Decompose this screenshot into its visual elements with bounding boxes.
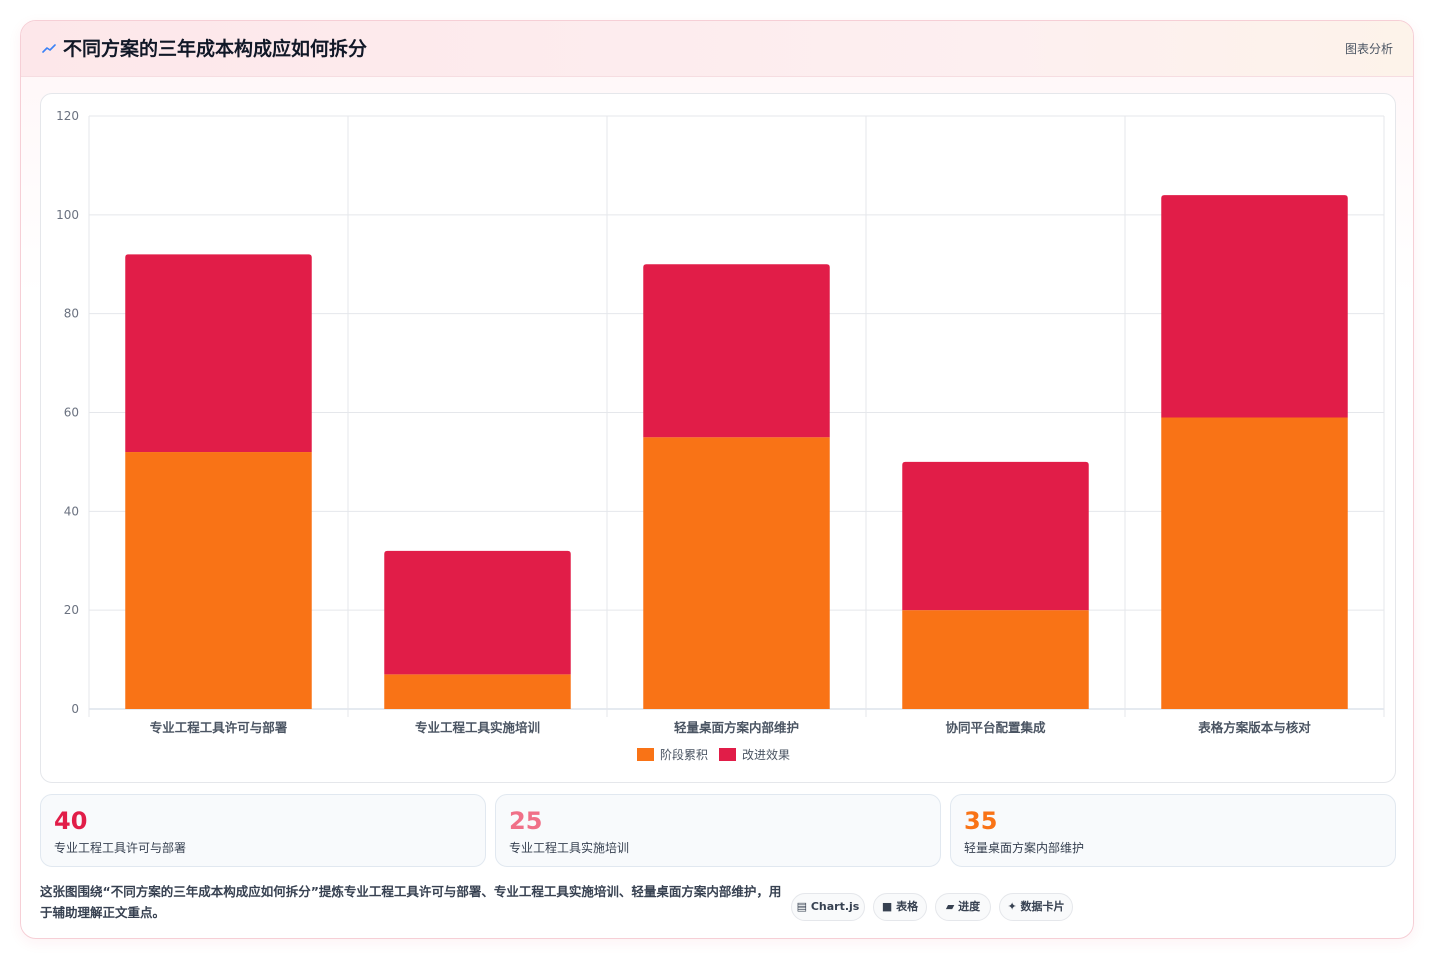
stat-card: 25 专业工程工具实施培训 [495, 794, 941, 867]
y-tick-label: 0 [71, 702, 79, 716]
legend-label: 改进效果 [742, 747, 790, 762]
legend-swatch [637, 748, 654, 761]
bar-segment [1161, 195, 1348, 418]
x-tick-label: 专业工程工具实施培训 [415, 720, 540, 735]
x-tick-label: 协同平台配置集成 [945, 720, 1046, 735]
card-header: 不同方案的三年成本构成应如何拆分 图表分析 [21, 21, 1413, 77]
tag-table[interactable]: ■ 表格 [873, 893, 927, 921]
bar-segment [643, 437, 830, 709]
y-tick-label: 60 [64, 406, 79, 420]
x-tick-label: 表格方案版本与核对 [1197, 720, 1311, 735]
stat-label: 专业工程工具实施培训 [509, 841, 630, 855]
bar-segment [643, 264, 830, 438]
stat-cards: 40 专业工程工具许可与部署 25 专业工程工具实施培训 35 轻量桌面方案内部… [40, 794, 1396, 867]
tag-chartjs[interactable]: ▤ Chart.js [791, 893, 865, 921]
y-tick-label: 40 [64, 504, 79, 518]
chart-card: 不同方案的三年成本构成应如何拆分 图表分析 0 20 40 60 80 100 120 专业工… [20, 20, 1414, 939]
stat-label: 专业工程工具许可与部署 [54, 841, 187, 855]
stat-value: 25 [509, 807, 543, 835]
stat-value: 40 [54, 807, 88, 835]
legend-swatch [719, 748, 736, 761]
page-title: 不同方案的三年成本构成应如何拆分 [63, 38, 368, 60]
stat-card: 40 专业工程工具许可与部署 [40, 794, 486, 867]
chart-description: 这张图围绕“不同方案的三年成本构成应如何拆分”提炼专业工程工具许可与部署、专业工… [40, 884, 782, 920]
bar-segment [384, 550, 571, 675]
chart-type-badge: 图表分析 [1344, 42, 1393, 56]
stat-value: 35 [964, 807, 998, 835]
y-tick-label: 100 [56, 208, 79, 222]
bar-segment [125, 254, 312, 453]
bar-segment [125, 452, 312, 709]
stat-label: 轻量桌面方案内部维护 [964, 841, 1085, 855]
x-tick-label: 轻量桌面方案内部维护 [674, 720, 799, 735]
y-tick-label: 20 [64, 603, 79, 617]
y-tick-label: 120 [56, 109, 79, 123]
bar-segment [384, 674, 571, 709]
y-tick-label: 80 [64, 307, 79, 321]
bar-segment [902, 461, 1089, 611]
stacked-bar-chart: 0 20 40 60 80 100 120 专业工程工具许可与部署 专业工程工具实施培训 轻量桌面… [56, 109, 1385, 762]
tag-data-card[interactable]: ✦ 数据卡片 [999, 893, 1073, 921]
bar-segment [1161, 417, 1348, 709]
x-tick-label: 专业工程工具许可与部署 [150, 720, 288, 735]
trend-line-icon [42, 44, 56, 53]
stat-card: 35 轻量桌面方案内部维护 [950, 794, 1396, 867]
chart-panel: 0 20 40 60 80 100 120 专业工程工具许可与部署 专业工程工具实施培训 轻量桌面… [40, 93, 1396, 783]
tag-progress[interactable]: ▰ 进度 [935, 893, 991, 921]
legend-label: 阶段累积 [660, 747, 708, 762]
bar-segment [902, 610, 1089, 709]
